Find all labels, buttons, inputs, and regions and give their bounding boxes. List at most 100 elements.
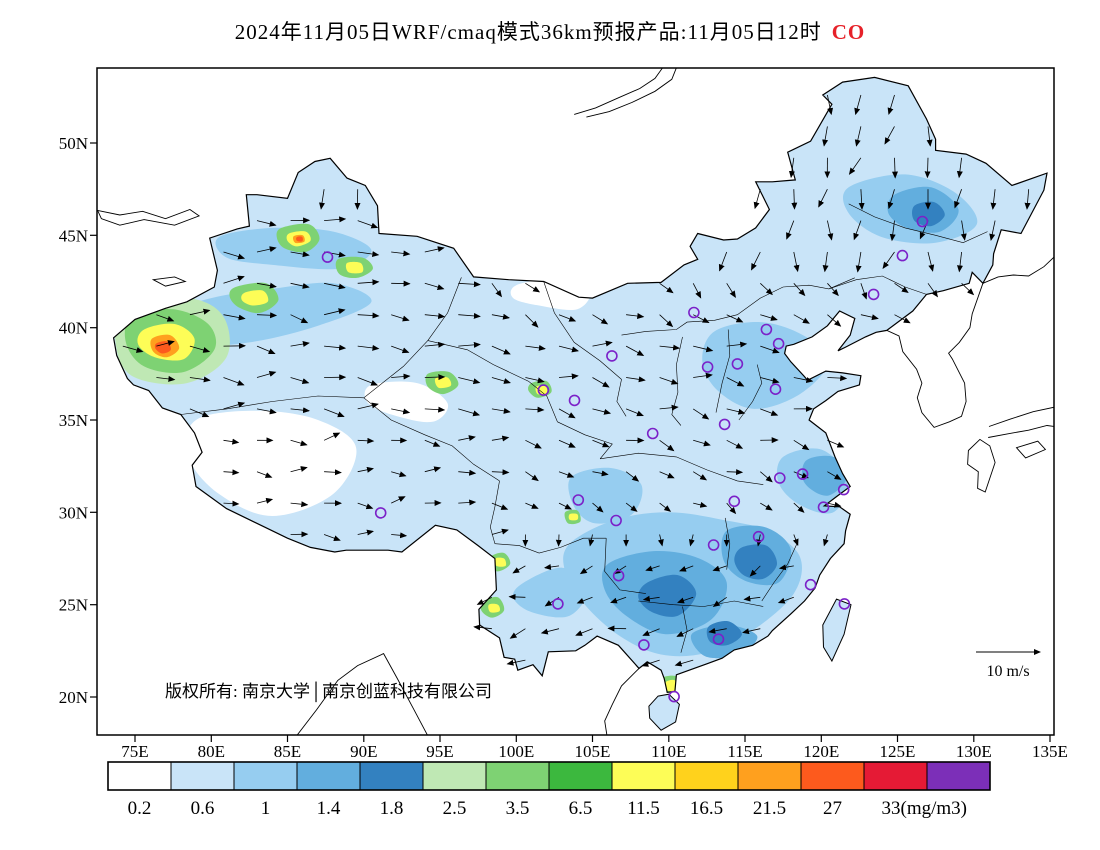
title-text: 2024年11月05日WRF/cmaq模式36km预报产品:11月05日12时 — [234, 20, 822, 44]
island-outline — [967, 438, 996, 493]
lon-label-115E: 115E — [727, 742, 762, 761]
island-outline — [1015, 440, 1047, 459]
colorbar: 0.2 0.6 1 1.4 1.8 2.5 3.5 6.5 11.5 16.5 21.5 27 33(m… — [107, 761, 991, 819]
colorbar-label-11: 27 — [823, 798, 842, 819]
city-marker — [772, 337, 785, 350]
colorbar-cell-8 — [611, 761, 676, 791]
coastline — [988, 425, 1054, 438]
colorbar-cell-1 — [170, 761, 235, 791]
lon-label-90E: 90E — [350, 742, 377, 761]
city-marker — [701, 361, 714, 373]
colorbar-cell-0 — [107, 761, 172, 791]
lon-label-100E: 100E — [498, 742, 534, 761]
china-border — [112, 76, 1048, 694]
wind-scale-label: 10 m/s — [986, 663, 1029, 680]
colorbar-label-7: 6.5 — [569, 798, 593, 819]
colorbar-label-0: 0.2 — [128, 798, 152, 819]
lat-label-50N: 50N — [59, 134, 88, 153]
lat-label-35N: 35N — [59, 411, 88, 430]
lon-label-95E: 95E — [426, 742, 453, 761]
lake-outline — [151, 276, 187, 287]
lon-label-110E: 110E — [651, 742, 686, 761]
city-marker — [638, 639, 650, 651]
lake-outline — [97, 208, 201, 226]
map-geography — [97, 68, 1054, 735]
lake-outline — [586, 68, 677, 118]
colorbar-cell-2 — [233, 761, 298, 791]
colorbar-cell-13 — [926, 761, 991, 791]
city-markers — [321, 215, 929, 703]
colorbar-cell-6 — [485, 761, 550, 791]
city-marker — [718, 418, 731, 431]
city-marker — [773, 472, 786, 484]
city-marker — [867, 288, 880, 301]
lon-label-135E: 135E — [1032, 742, 1068, 761]
lon-label-80E: 80E — [198, 742, 225, 761]
lon-label-85E: 85E — [274, 742, 301, 761]
map-graphics: 50N 45N 40N 35N 30N 25N 20N 75E 80E 85E 90E 95E 100E… — [59, 67, 1068, 819]
colorbar-cell-11 — [800, 761, 865, 791]
colorbar-label-3: 1.4 — [317, 798, 341, 819]
colorbar-cell-3 — [296, 761, 361, 791]
title-species: CO — [831, 20, 866, 44]
coastline — [886, 283, 984, 428]
coastline — [296, 653, 428, 735]
city-marker — [606, 350, 618, 362]
contour-fills — [113, 77, 1048, 731]
city-marker — [646, 427, 659, 440]
city-marker — [374, 507, 387, 519]
coastline — [988, 406, 1054, 427]
colorbar-label-12: 33(mg/m3) — [882, 798, 968, 819]
city-marker — [712, 633, 725, 646]
city-marker — [537, 384, 550, 396]
city-marker — [752, 530, 765, 543]
city-marker — [804, 578, 817, 591]
coastline — [604, 668, 640, 735]
colorbar-cell-7 — [548, 761, 613, 791]
city-marker — [612, 569, 625, 582]
colorbar-label-5: 2.5 — [443, 798, 467, 819]
wind-vectors — [122, 94, 1031, 667]
taiwan-outline — [822, 598, 852, 663]
city-marker — [896, 249, 909, 262]
lon-label-105E: 105E — [575, 742, 611, 761]
colorbar-cell-4 — [359, 761, 424, 791]
city-marker — [731, 358, 744, 370]
colorbar-label-9: 16.5 — [690, 798, 723, 819]
city-marker — [688, 306, 700, 319]
colorbar-label-6: 3.5 — [506, 798, 530, 819]
map-frame — [96, 67, 1055, 736]
city-marker — [760, 323, 773, 336]
city-marker — [610, 514, 622, 527]
lat-label-40N: 40N — [59, 319, 88, 338]
lon-label-75E: 75E — [121, 742, 148, 761]
city-marker — [707, 539, 720, 551]
city-marker — [837, 483, 850, 496]
colorbar-cell-12 — [863, 761, 928, 791]
colorbar-cell-10 — [737, 761, 802, 791]
colorbar-label-2: 1 — [261, 798, 271, 819]
lat-label-20N: 20N — [59, 688, 88, 707]
lat-label-25N: 25N — [59, 596, 88, 615]
coastline — [982, 256, 1054, 284]
axis-ticks — [90, 142, 1051, 742]
city-marker — [728, 495, 741, 508]
city-marker — [568, 394, 581, 407]
lon-label-125E: 125E — [880, 742, 916, 761]
lat-label-45N: 45N — [59, 226, 88, 245]
city-marker — [321, 251, 334, 263]
city-marker — [552, 598, 564, 610]
colorbar-cell-9 — [674, 761, 739, 791]
city-marker — [796, 468, 809, 480]
page-title: 2024年11月05日WRF/cmaq模式36km预报产品:11月05日12时 C… — [0, 16, 1100, 46]
city-marker — [572, 494, 585, 506]
colorbar-label-10: 21.5 — [753, 798, 786, 819]
city-marker — [916, 215, 929, 228]
colorbar-label-4: 1.8 — [380, 798, 404, 819]
city-marker — [769, 383, 782, 396]
hainan-outline — [648, 693, 680, 731]
copyright-watermark: 版权所有: 南京大学│南京创蓝科技有限公司 — [165, 681, 492, 703]
city-marker — [817, 501, 830, 514]
